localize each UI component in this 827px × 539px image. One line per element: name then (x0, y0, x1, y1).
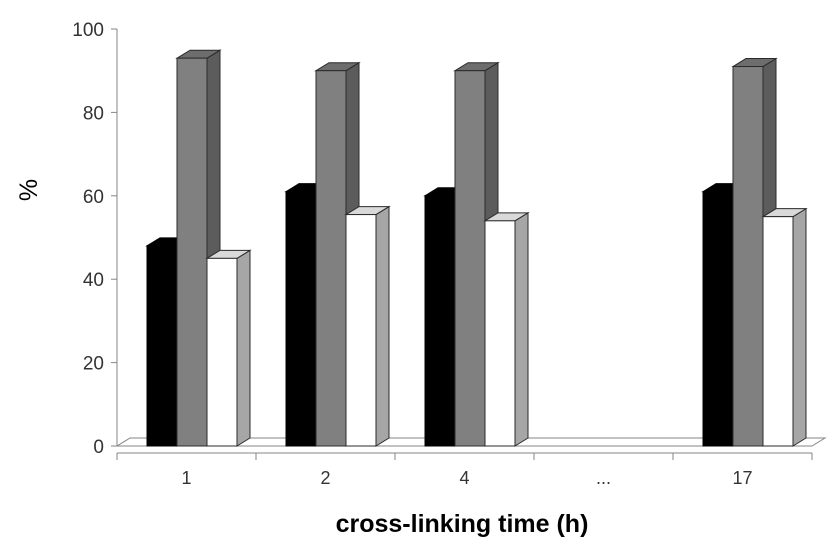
bar (732, 66, 764, 447)
x-tick-label: 2 (320, 468, 330, 488)
bar (762, 216, 794, 447)
x-tick-label: 17 (732, 468, 752, 488)
bar (702, 191, 734, 447)
bars-layer (145, 49, 808, 447)
axis-layer (111, 28, 827, 460)
y-axis-title: % (15, 179, 43, 201)
bar (424, 195, 456, 447)
y-tick-label: 80 (83, 103, 104, 124)
bar (146, 245, 178, 447)
y-tick-label: 20 (83, 354, 104, 375)
bar-side (236, 249, 251, 447)
x-tick-label: ... (596, 468, 611, 488)
bar (206, 257, 238, 447)
x-tick-label: 1 (181, 468, 191, 488)
y-tick-label: 0 (93, 437, 104, 458)
chart-floor (115, 437, 827, 447)
y-tick-label: 100 (72, 20, 104, 41)
bar (484, 220, 516, 447)
bar-side (514, 211, 529, 447)
bar (345, 214, 377, 447)
bar-side (375, 205, 390, 447)
bar-group (483, 211, 530, 447)
bar-side (792, 207, 807, 447)
y-tick-label: 60 (83, 187, 104, 208)
bar-group (761, 207, 808, 447)
bar (315, 70, 347, 447)
x-tick-label: 4 (459, 468, 469, 488)
bar (285, 191, 317, 447)
y-tick-label: 40 (83, 270, 104, 291)
labels-layer: 0 20 40 60 80 100 1 2 4... 17 (72, 20, 752, 488)
bar (176, 57, 208, 447)
x-axis-title: cross-linking time (h) (336, 510, 589, 538)
bar (454, 70, 486, 447)
bar-group (205, 249, 252, 447)
bar-group (344, 205, 391, 447)
